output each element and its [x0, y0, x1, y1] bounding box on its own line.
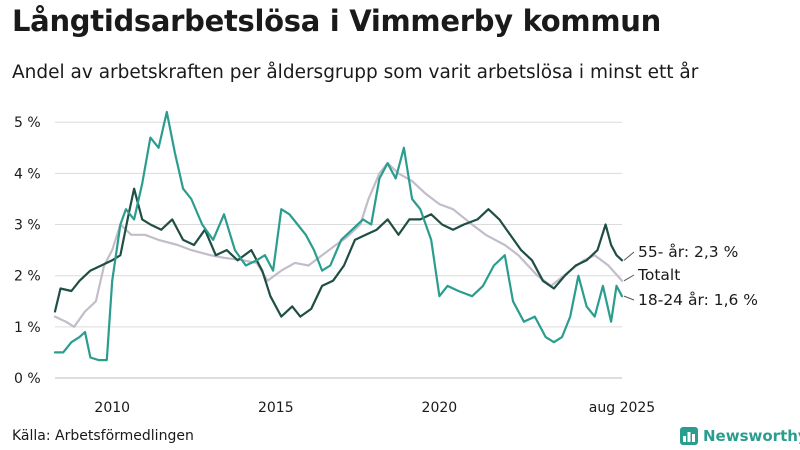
series-label: Totalt	[637, 266, 680, 284]
y-tick-label: 3 %	[14, 218, 41, 234]
series-label: 18-24 år: 1,6 %	[638, 291, 758, 309]
y-tick-label: 5 %	[14, 115, 41, 131]
label-leader	[623, 274, 635, 282]
label-leader	[623, 295, 635, 301]
series-line	[53, 187, 624, 318]
brand-name: Newsworthy	[703, 427, 800, 445]
y-tick-label: 2 %	[14, 269, 41, 285]
x-tick-label: 2015	[258, 400, 294, 416]
x-tick-label: aug 2025	[589, 400, 655, 416]
series-line	[53, 110, 624, 362]
source-note: Källa: Arbetsförmedlingen	[12, 428, 194, 444]
newsworthy-logo: Newsworthy	[680, 426, 800, 446]
y-tick-label: 0 %	[14, 371, 41, 387]
y-tick-label: 1 %	[14, 320, 41, 336]
label-leader	[623, 251, 635, 261]
y-tick-label: 4 %	[14, 166, 41, 182]
x-tick-label: 2010	[94, 400, 130, 416]
bar-chart-icon	[680, 427, 698, 445]
x-tick-label: 2020	[422, 400, 458, 416]
chart-title: Långtidsarbetslösa i Vimmerby kommun	[12, 4, 661, 38]
series-label: 55- år: 2,3 %	[638, 243, 738, 261]
chart-subtitle: Andel av arbetskraften per åldersgrupp s…	[12, 62, 699, 83]
series-line	[53, 162, 624, 328]
